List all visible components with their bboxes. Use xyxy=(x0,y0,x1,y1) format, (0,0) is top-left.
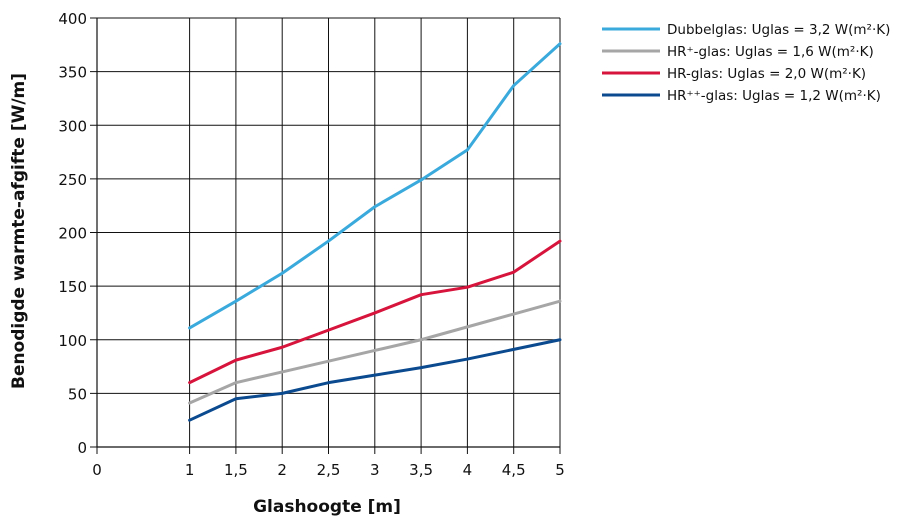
axes xyxy=(90,17,561,454)
y-tick-label: 200 xyxy=(58,225,87,243)
x-tick-label: 4,5 xyxy=(502,461,526,479)
x-tick-label: 2 xyxy=(277,461,287,479)
series-line-4 xyxy=(188,338,562,422)
y-tick-label: 150 xyxy=(58,278,87,296)
y-tick-label: 400 xyxy=(58,10,87,28)
legend: Dubbelglas: Uglas = 3,2 W(m²·K) HR⁺-glas:… xyxy=(602,22,890,104)
x-tick-label: 1,5 xyxy=(224,461,248,479)
x-tick-label: 5 xyxy=(555,461,565,479)
tick-labels: 0 50 100 150 200 250 300 350 400 0 1 1,5 2 2,5 3 3,5 4 4,… xyxy=(58,10,564,479)
legend-label-3: HR-glas: Uglas = 2,0 W(m²·K) xyxy=(667,66,866,82)
series-line-3 xyxy=(188,239,562,385)
x-tick-label: 2,5 xyxy=(317,461,341,479)
y-tick-label: 300 xyxy=(58,117,87,135)
x-tick-label: 3,5 xyxy=(409,461,433,479)
x-tick-label: 0 xyxy=(92,461,102,479)
x-axis-title: Glashoogte [m] xyxy=(253,497,401,517)
legend-label-2: HR⁺-glas: Uglas = 1,6 W(m²·K) xyxy=(667,44,874,60)
y-tick-label: 50 xyxy=(68,385,87,403)
x-tick-label: 4 xyxy=(463,461,473,479)
y-tick-label: 350 xyxy=(58,64,87,82)
y-tick-label: 100 xyxy=(58,332,87,350)
x-tick-label: 3 xyxy=(370,461,380,479)
legend-label-1: Dubbelglas: Uglas = 3,2 W(m²·K) xyxy=(667,22,890,38)
y-tick-label: 250 xyxy=(58,171,87,189)
series-lines xyxy=(188,42,562,422)
y-axis-title: Benodigde warmte-afgifte [W/m] xyxy=(9,73,29,389)
series-line-2 xyxy=(188,299,562,405)
x-tick-label: 1 xyxy=(185,461,195,479)
series-line-1 xyxy=(188,42,562,330)
y-tick-label: 0 xyxy=(77,439,87,457)
legend-label-4: HR⁺⁺-glas: Uglas = 1,2 W(m²·K) xyxy=(667,88,881,104)
